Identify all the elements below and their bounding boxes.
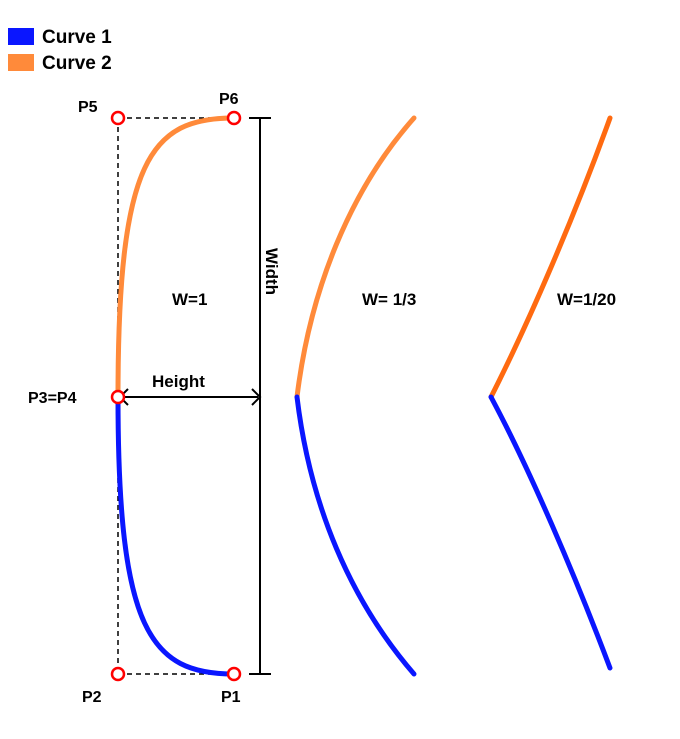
curve-1-w1-20 — [488, 394, 613, 671]
control-point-p3-p4 — [110, 389, 126, 405]
label-p2: P2 — [82, 689, 102, 706]
control-polygon — [117, 117, 234, 675]
curve-1-w1 — [115, 394, 237, 677]
point-labels: P5 P6 P3=P4 P2 P1 — [28, 91, 241, 706]
control-point-p5 — [110, 110, 126, 126]
label-p6: P6 — [219, 91, 239, 108]
height-arrow-right — [251, 388, 262, 406]
label-weight-1-20: W=1/20 — [557, 290, 616, 309]
control-point-p1 — [226, 666, 242, 682]
label-height: Height — [152, 372, 205, 391]
legend-swatch-curve-1 — [8, 28, 34, 45]
height-dimension — [118, 388, 262, 406]
legend-label-curve-1: Curve 1 — [42, 27, 112, 48]
curve-2-w1-20 — [488, 115, 613, 400]
control-point-p2 — [110, 666, 126, 682]
control-point-p6 — [226, 110, 242, 126]
label-p1: P1 — [221, 689, 241, 706]
control-points — [110, 110, 242, 682]
curves-w1-20 — [488, 115, 613, 671]
curves-w1 — [115, 115, 237, 677]
label-p5: P5 — [78, 99, 98, 116]
label-weight-1: W=1 — [172, 290, 207, 309]
label-width: Width — [262, 248, 281, 295]
legend-swatch-curve-2 — [8, 54, 34, 71]
curve-2-w1 — [115, 115, 237, 400]
curve-2-w1-3 — [294, 115, 417, 400]
label-weight-1-3: W= 1/3 — [362, 290, 416, 309]
label-p3-p4: P3=P4 — [28, 390, 77, 407]
legend: Curve 1 Curve 2 — [8, 27, 112, 74]
curves-w1-3 — [294, 115, 417, 677]
curve-1-w1-3 — [294, 394, 417, 677]
legend-label-curve-2: Curve 2 — [42, 53, 112, 74]
